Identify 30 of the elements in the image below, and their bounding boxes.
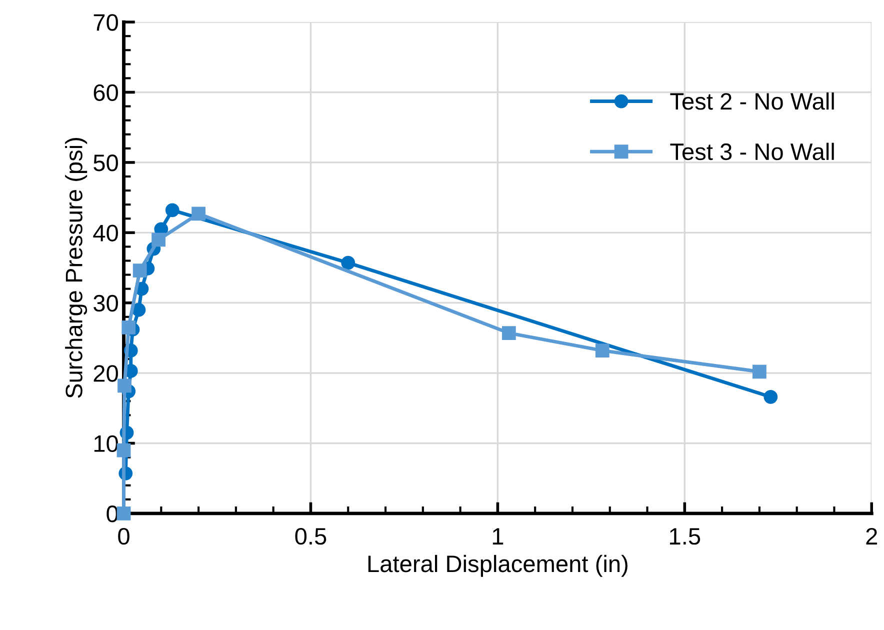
point	[341, 256, 356, 270]
y-tick-label: 20	[94, 365, 118, 382]
x-tick-label: 1.5	[670, 528, 700, 545]
point	[502, 326, 516, 340]
y-tick-label: 30	[94, 294, 118, 312]
point	[132, 302, 146, 317]
point	[752, 364, 766, 379]
y-tick-label: 60	[94, 84, 118, 102]
y-tick-label: 70	[94, 14, 118, 31]
point	[165, 203, 180, 218]
point	[116, 443, 131, 458]
point	[192, 206, 206, 221]
y-tick-label: 40	[93, 224, 118, 242]
y-tick-label: 50	[94, 154, 118, 172]
x-tick-label: 2	[866, 528, 878, 544]
x-tick-label: 0.5	[295, 528, 326, 545]
point	[132, 264, 147, 278]
point	[764, 390, 778, 404]
point	[122, 320, 136, 334]
legend-label: Test 3 - No Wall	[670, 142, 834, 160]
point	[152, 232, 166, 247]
x-tick-label: 1	[492, 528, 504, 544]
y-axis-title: Surcharge Pressure (psi)	[65, 138, 88, 398]
legend-label: Test 2 - No Wall	[670, 92, 834, 110]
y-tick-label: 10	[94, 435, 118, 452]
point	[116, 506, 131, 520]
point	[595, 344, 610, 358]
point	[118, 378, 132, 393]
x-axis-title: Lateral Displacement (in)	[368, 554, 628, 577]
x-tick-label: 0	[118, 528, 130, 545]
